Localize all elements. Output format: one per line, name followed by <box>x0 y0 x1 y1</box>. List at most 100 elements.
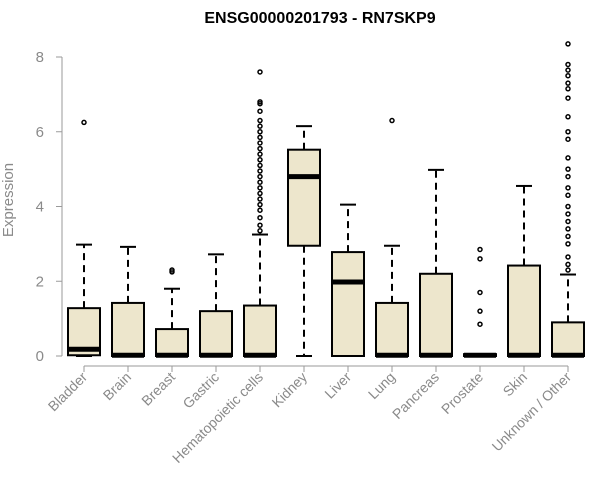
box-prostate <box>463 246 497 358</box>
box-brain <box>111 245 145 358</box>
box-lung <box>375 117 409 358</box>
outlier-point <box>257 196 263 202</box>
outlier-point <box>565 61 571 68</box>
box-kidney <box>287 125 321 357</box>
y-tick-label: 2 <box>36 273 44 290</box>
outlier-point <box>565 95 571 101</box>
outlier-point <box>565 267 571 273</box>
outlier-point <box>389 117 395 124</box>
box-unknown-other <box>551 41 585 358</box>
box-pancreas <box>419 168 453 358</box>
box-iqr <box>155 328 189 357</box>
outlier-point <box>257 108 263 114</box>
box-iqr <box>375 301 409 357</box>
outlier-point <box>477 246 483 253</box>
outlier-point <box>477 289 483 296</box>
x-tick-label: Prostate <box>438 369 486 417</box>
x-tick-label: Bladder <box>45 369 91 415</box>
outlier-point <box>257 168 263 174</box>
outlier-point <box>257 117 263 124</box>
outlier-point <box>257 151 263 157</box>
outlier-point <box>257 134 263 141</box>
outlier-point <box>257 207 263 213</box>
outlier-point <box>565 218 571 225</box>
x-tick-label: Lung <box>365 369 398 402</box>
outlier-point <box>565 155 571 161</box>
box-gastric <box>199 253 233 358</box>
x-tick-label: Gastric <box>179 369 222 412</box>
outlier-point <box>565 233 571 240</box>
outlier-point <box>565 41 571 47</box>
outlier-point <box>257 69 263 75</box>
outlier-point <box>257 140 263 146</box>
x-tick-label: Breast <box>138 369 178 409</box>
outlier-point <box>257 145 263 152</box>
outlier-point <box>565 211 571 217</box>
outlier-point <box>257 99 263 105</box>
outlier-point <box>257 162 263 169</box>
box-iqr <box>111 301 145 357</box>
outlier-point <box>565 80 571 86</box>
box-liver <box>331 203 365 357</box>
x-tick-label: Skin <box>500 369 531 400</box>
box-iqr <box>419 272 453 357</box>
outlier-point <box>477 321 483 327</box>
outlier-point <box>257 222 263 228</box>
outlier-point <box>565 173 571 180</box>
outlier-point <box>565 192 571 199</box>
box-breast <box>155 267 189 358</box>
outlier-point <box>565 261 571 268</box>
box-iqr <box>331 251 365 357</box>
x-tick-label: Liver <box>321 369 354 402</box>
outlier-point <box>257 190 263 197</box>
outlier-point <box>565 129 571 135</box>
outlier-point <box>565 166 571 172</box>
outlier-point <box>169 267 175 273</box>
box-skin <box>507 184 541 358</box>
outlier-point <box>257 185 263 191</box>
y-tick-label: 8 <box>36 49 44 66</box>
outlier-point <box>565 226 571 232</box>
outlier-point <box>257 173 263 180</box>
outlier-point <box>565 114 571 120</box>
x-tick-label: Pancreas <box>389 369 442 422</box>
chart-title: ENSG00000201793 - RN7SKP9 <box>204 10 435 27</box>
box-iqr <box>199 310 233 357</box>
box-iqr <box>243 304 277 358</box>
box-iqr <box>507 264 541 357</box>
outlier-point <box>257 179 263 185</box>
box-series <box>67 41 585 358</box>
x-tick-label: Unknown / Other <box>489 369 575 455</box>
x-tick-label: Brain <box>100 369 134 403</box>
outlier-point <box>477 308 483 314</box>
outlier-point <box>257 228 263 234</box>
outlier-point <box>565 241 571 247</box>
outlier-point <box>81 119 87 126</box>
outlier-point <box>565 203 571 210</box>
outlier-point <box>565 67 571 73</box>
outlier-point <box>565 254 571 260</box>
y-axis-label: Expression <box>0 163 17 237</box>
y-axis: 0 2 4 6 8 <box>36 49 63 365</box>
outlier-point <box>257 157 263 163</box>
box-hematopoietic-cells <box>243 69 277 358</box>
outlier-point <box>257 214 263 221</box>
box-bladder <box>67 119 101 357</box>
outlier-point <box>565 72 571 79</box>
x-tick-label: Kidney <box>269 369 311 411</box>
outlier-point <box>565 136 571 142</box>
outlier-point <box>565 185 571 191</box>
outlier-point <box>257 201 263 208</box>
outlier-point <box>257 123 263 129</box>
outlier-point <box>257 129 263 135</box>
outlier-point <box>477 256 483 262</box>
y-tick-label: 0 <box>36 348 44 365</box>
box-iqr <box>551 321 585 357</box>
box-iqr <box>287 148 321 247</box>
outlier-point <box>565 86 571 92</box>
y-tick-label: 6 <box>36 124 44 141</box>
y-tick-label: 4 <box>36 199 44 216</box>
